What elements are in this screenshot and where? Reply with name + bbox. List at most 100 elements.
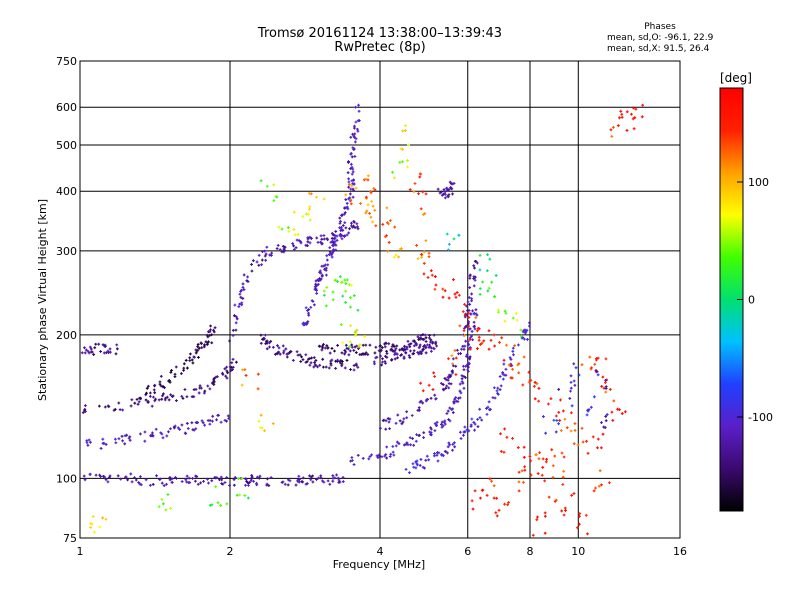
data-point bbox=[451, 411, 455, 414]
data-point bbox=[388, 417, 392, 421]
data-point bbox=[316, 241, 320, 244]
data-point bbox=[374, 345, 378, 349]
data-point bbox=[468, 338, 472, 342]
data-point bbox=[197, 391, 201, 395]
data-point bbox=[208, 387, 212, 391]
data-point bbox=[405, 165, 409, 169]
data-point bbox=[340, 364, 344, 368]
data-point bbox=[297, 474, 301, 478]
plot-frame bbox=[79, 60, 681, 539]
data-point bbox=[221, 373, 225, 376]
data-point bbox=[597, 484, 601, 488]
data-point bbox=[493, 344, 496, 348]
data-point bbox=[497, 310, 500, 314]
data-point bbox=[157, 505, 161, 509]
data-point bbox=[126, 478, 129, 482]
data-point bbox=[559, 429, 563, 432]
data-point bbox=[461, 381, 465, 385]
data-point bbox=[206, 335, 210, 339]
data-point bbox=[347, 347, 350, 351]
data-point bbox=[573, 383, 577, 387]
data-point bbox=[250, 263, 253, 266]
data-point bbox=[494, 274, 498, 277]
data-point bbox=[93, 346, 97, 350]
data-point bbox=[231, 334, 235, 337]
data-point bbox=[610, 410, 614, 414]
data-point bbox=[170, 480, 174, 484]
data-point bbox=[403, 344, 406, 348]
data-point bbox=[334, 248, 338, 252]
data-point bbox=[148, 391, 152, 395]
data-point bbox=[522, 355, 526, 359]
data-point bbox=[419, 336, 423, 340]
data-point bbox=[429, 346, 433, 350]
data-point bbox=[269, 476, 273, 479]
y-tick-label: 600 bbox=[56, 101, 77, 114]
data-point bbox=[474, 308, 478, 312]
data-point bbox=[335, 473, 338, 477]
data-point bbox=[474, 316, 478, 320]
data-point bbox=[299, 360, 303, 363]
data-point bbox=[458, 396, 462, 400]
data-point bbox=[320, 274, 324, 278]
data-point bbox=[322, 343, 325, 346]
data-point bbox=[522, 455, 526, 459]
data-point bbox=[151, 483, 155, 486]
data-point bbox=[427, 383, 431, 387]
data-point bbox=[554, 414, 558, 418]
data-point bbox=[349, 202, 353, 206]
data-point bbox=[581, 440, 585, 444]
data-point bbox=[521, 330, 525, 334]
data-point bbox=[366, 178, 370, 182]
data-point bbox=[536, 472, 540, 475]
data-point bbox=[465, 363, 469, 367]
data-point bbox=[351, 170, 355, 174]
data-point bbox=[498, 341, 501, 344]
data-point bbox=[286, 352, 290, 355]
data-point bbox=[370, 199, 374, 203]
data-point bbox=[343, 206, 346, 210]
data-point bbox=[261, 250, 264, 254]
data-point bbox=[260, 263, 263, 267]
data-point bbox=[481, 280, 485, 284]
data-point bbox=[275, 247, 279, 250]
data-point bbox=[479, 496, 482, 500]
data-point bbox=[424, 345, 428, 349]
data-point bbox=[352, 178, 355, 182]
data-point bbox=[225, 365, 228, 369]
data-point bbox=[357, 345, 361, 349]
data-point bbox=[511, 367, 514, 371]
data-point bbox=[352, 134, 356, 138]
data-point bbox=[410, 414, 414, 417]
data-point bbox=[463, 430, 467, 434]
data-point bbox=[516, 446, 520, 449]
data-point bbox=[418, 351, 422, 355]
data-point bbox=[604, 357, 608, 361]
data-point bbox=[430, 273, 434, 277]
data-point bbox=[444, 196, 447, 200]
data-point bbox=[493, 396, 497, 400]
data-point bbox=[442, 188, 446, 192]
data-point bbox=[404, 351, 408, 355]
data-point bbox=[356, 365, 360, 369]
data-point bbox=[487, 286, 491, 290]
data-point bbox=[573, 422, 577, 425]
data-point bbox=[527, 370, 531, 374]
data-point bbox=[384, 427, 388, 431]
data-point bbox=[464, 304, 468, 308]
data-point bbox=[333, 236, 337, 240]
data-point bbox=[453, 397, 457, 401]
data-point bbox=[240, 288, 243, 292]
data-point bbox=[226, 414, 230, 418]
data-point bbox=[88, 345, 92, 349]
data-point bbox=[427, 251, 431, 255]
data-point bbox=[309, 361, 313, 365]
data-point bbox=[408, 356, 412, 359]
data-point bbox=[350, 343, 354, 347]
data-point bbox=[219, 475, 223, 479]
data-point bbox=[460, 377, 464, 381]
stats-x-mode: mean, sd,X: 91.5, 26.4 bbox=[607, 44, 710, 54]
data-point bbox=[229, 368, 233, 372]
data-point bbox=[94, 473, 98, 477]
data-point bbox=[123, 442, 127, 446]
